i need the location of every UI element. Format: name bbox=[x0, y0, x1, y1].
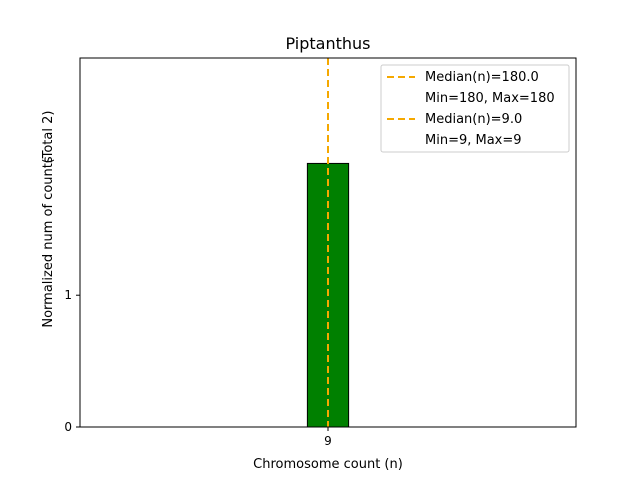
legend-range-label: Min=180, Max=180 bbox=[425, 91, 555, 106]
legend-box bbox=[380, 64, 570, 153]
legend-range-label: Min=9, Max=9 bbox=[425, 133, 522, 148]
y-tick-label: 1 bbox=[64, 288, 72, 302]
y-tick-label: 0 bbox=[64, 420, 72, 434]
y-axis-label: Normalized num of counts bbox=[41, 156, 56, 327]
axes-frame bbox=[79, 57, 577, 428]
legend: Median(n)=180.0 Min=180, Max=180 Median(n)… bbox=[380, 64, 570, 153]
chart-title: Piptanthus bbox=[285, 34, 370, 53]
legend-label: Median(n)=180.0 bbox=[425, 70, 539, 85]
plot-area: 9 0 1 bbox=[64, 58, 350, 448]
y-axis-total-label: (Total 2) bbox=[41, 111, 56, 164]
legend-label: Median(n)=9.0 bbox=[425, 112, 522, 127]
x-tick-label: 9 bbox=[324, 434, 332, 448]
x-axis-label: Chromosome count (n) bbox=[253, 457, 403, 472]
